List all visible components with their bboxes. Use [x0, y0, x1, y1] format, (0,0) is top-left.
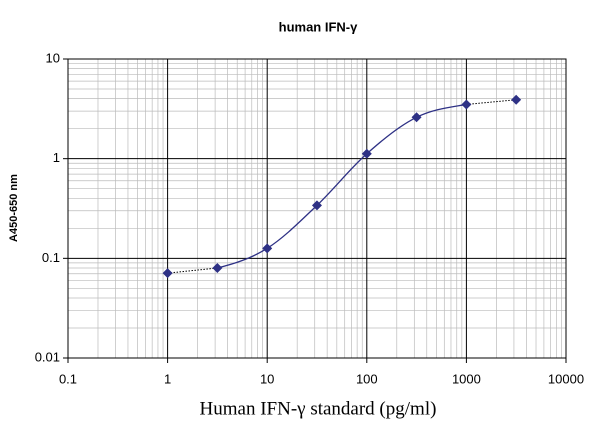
data-point — [511, 94, 522, 105]
data-point — [311, 200, 322, 211]
data-point — [411, 112, 422, 123]
x-tick-label: 100 — [356, 371, 378, 386]
x-tick-label: 1000 — [452, 371, 481, 386]
y-tick-label: 0.01 — [35, 349, 60, 364]
y-tick-label: 1 — [53, 150, 60, 165]
data-point — [361, 148, 372, 159]
x-tick-label: 1 — [164, 371, 171, 386]
fit-extension — [167, 267, 218, 274]
y-tick-label: 10 — [46, 50, 60, 65]
plot-border — [67, 58, 567, 359]
y-axis-label: A450-650 nm — [8, 174, 20, 242]
x-tick-label: 10000 — [548, 371, 584, 386]
chart-title: human IFN-γ — [279, 19, 358, 34]
x-axis-label: Human IFN-γ standard (pg/ml) — [200, 398, 437, 419]
data-point — [461, 99, 472, 110]
data-point — [212, 262, 223, 273]
x-tick-label: 0.1 — [59, 371, 77, 386]
fit-extension — [466, 99, 517, 105]
data-point — [162, 268, 173, 279]
y-tick-label: 0.1 — [42, 250, 60, 265]
data-point — [262, 243, 273, 254]
x-tick-label: 10 — [260, 371, 274, 386]
